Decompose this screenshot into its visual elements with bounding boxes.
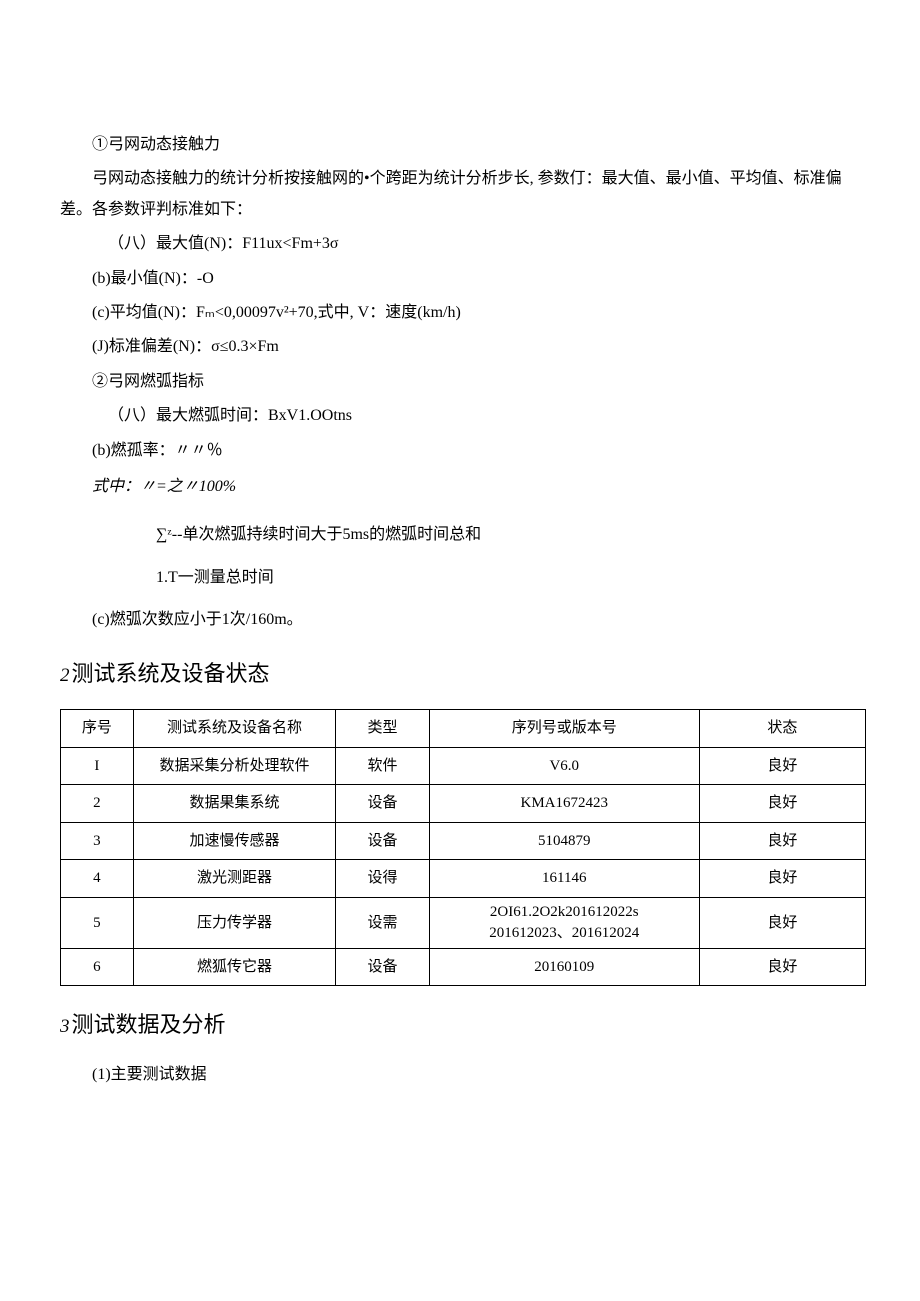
cell-idx: 2 bbox=[61, 785, 134, 823]
header-status: 状态 bbox=[699, 710, 865, 748]
cell-serial: KMA1672423 bbox=[429, 785, 699, 823]
table-row: 6燃狐传它器设备20160109良好 bbox=[61, 948, 866, 986]
cell-type: 设备 bbox=[336, 785, 429, 823]
item1-title: ①弓网动态接触力 bbox=[60, 130, 860, 160]
cell-type: 设备 bbox=[336, 948, 429, 986]
header-idx: 序号 bbox=[61, 710, 134, 748]
cell-status: 良好 bbox=[699, 860, 865, 898]
header-serial: 序列号或版本号 bbox=[429, 710, 699, 748]
cell-idx: 6 bbox=[61, 948, 134, 986]
sigma-note: ∑ᶻ--单次燃弧持续时间大于5ms的燃弧时间总和 bbox=[60, 520, 860, 550]
cell-type: 软件 bbox=[336, 747, 429, 785]
table-row: I数据采集分析处理软件软件V6.0良好 bbox=[61, 747, 866, 785]
table-row: 5压力传学器设需2OI61.2O2k201612022s201612023、20… bbox=[61, 897, 866, 948]
cell-status: 良好 bbox=[699, 897, 865, 948]
criteria-c: (c)平均值(N)：Fₘ<0,00097v²+70,式中, V：速度(km/h) bbox=[60, 298, 860, 328]
item2-b: (b)燃孤率：〃〃％ bbox=[60, 436, 860, 466]
cell-name: 数据采集分析处理软件 bbox=[133, 747, 336, 785]
cell-status: 良好 bbox=[699, 747, 865, 785]
item2-a: （八）最大燃弧时间：BxV1.OOtns bbox=[60, 401, 860, 431]
cell-name: 加速慢传感器 bbox=[133, 822, 336, 860]
cell-serial: 20160109 bbox=[429, 948, 699, 986]
cell-idx: 4 bbox=[61, 860, 134, 898]
table-row: 4激光测距器设得161146良好 bbox=[61, 860, 866, 898]
cell-type: 设备 bbox=[336, 822, 429, 860]
cell-serial: 161146 bbox=[429, 860, 699, 898]
cell-serial: V6.0 bbox=[429, 747, 699, 785]
header-name: 测试系统及设备名称 bbox=[133, 710, 336, 748]
cell-status: 良好 bbox=[699, 822, 865, 860]
table-row: 2数据果集系统设备KMA1672423良好 bbox=[61, 785, 866, 823]
formula: 式中：〃=之〃100% bbox=[60, 472, 860, 502]
cell-name: 压力传学器 bbox=[133, 897, 336, 948]
cell-idx: I bbox=[61, 747, 134, 785]
cell-status: 良好 bbox=[699, 785, 865, 823]
lt-note: 1.T一测量总时间 bbox=[60, 563, 860, 593]
header-type: 类型 bbox=[336, 710, 429, 748]
cell-serial: 5104879 bbox=[429, 822, 699, 860]
item1-desc: 弓网动态接触力的统计分析按接触网的•个跨距为统计分析步长, 参数仃：最大值、最小… bbox=[60, 164, 860, 225]
cell-idx: 3 bbox=[61, 822, 134, 860]
cell-status: 良好 bbox=[699, 948, 865, 986]
item2-c: (c)燃弧次数应小于1次/160m。 bbox=[60, 605, 860, 635]
section2-num: 2 bbox=[60, 665, 70, 686]
criteria-j: (J)标准偏差(N)：σ≤0.3×Fm bbox=[60, 332, 860, 362]
section2-heading: 2测试系统及设备状态 bbox=[60, 653, 860, 695]
cell-name: 激光测距器 bbox=[133, 860, 336, 898]
criteria-a: （八）最大值(N)：F11ux<Fm+3σ bbox=[60, 229, 860, 259]
cell-name: 数据果集系统 bbox=[133, 785, 336, 823]
section3-title: 测试数据及分析 bbox=[72, 1012, 226, 1037]
equipment-table: 序号 测试系统及设备名称 类型 序列号或版本号 状态 I数据采集分析处理软件软件… bbox=[60, 709, 866, 986]
item2-title: ②弓网燃弧指标 bbox=[60, 367, 860, 397]
criteria-b: (b)最小值(N)：-O bbox=[60, 264, 860, 294]
cell-serial: 2OI61.2O2k201612022s201612023、201612024 bbox=[429, 897, 699, 948]
section3-num: 3 bbox=[60, 1016, 70, 1037]
table-row: 3加速慢传感器设备5104879良好 bbox=[61, 822, 866, 860]
cell-type: 设得 bbox=[336, 860, 429, 898]
cell-name: 燃狐传它器 bbox=[133, 948, 336, 986]
section2-title: 测试系统及设备状态 bbox=[72, 661, 270, 686]
cell-idx: 5 bbox=[61, 897, 134, 948]
cell-type: 设需 bbox=[336, 897, 429, 948]
table-header-row: 序号 测试系统及设备名称 类型 序列号或版本号 状态 bbox=[61, 710, 866, 748]
section3-heading: 3测试数据及分析 bbox=[60, 1004, 860, 1046]
section3-sub1: (1)主要测试数据 bbox=[60, 1060, 860, 1090]
